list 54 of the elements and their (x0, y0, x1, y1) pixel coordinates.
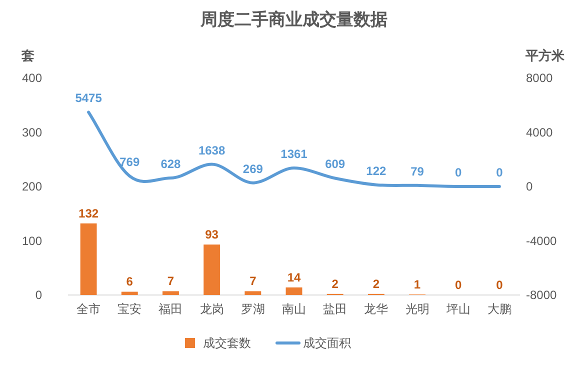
y2-tick-label: 4000 (526, 125, 554, 140)
data-label: 609 (325, 157, 346, 172)
data-label: 5475 (75, 91, 102, 106)
bar (244, 291, 262, 295)
y-tick-label: 200 (22, 180, 42, 194)
bar (121, 292, 138, 295)
data-label: 269 (242, 162, 264, 176)
data-label: 0 (496, 166, 504, 180)
bar (286, 287, 302, 295)
y2-axis-title: 平方米 (524, 48, 566, 63)
data-label: 93 (205, 228, 219, 242)
y-tick-label: 300 (22, 125, 42, 140)
x-tick-label: 罗湖 (240, 302, 265, 316)
data-label: 1 (414, 277, 421, 292)
y2-tick-label: 0 (526, 180, 533, 194)
y2-tick-label: -8000 (526, 288, 558, 302)
x-tick-label: 全市 (76, 302, 101, 316)
x-tick-label: 光明 (405, 302, 430, 316)
x-tick-label: 龙华 (364, 302, 388, 316)
data-label: 7 (167, 274, 174, 288)
x-tick-label: 盐田 (323, 302, 348, 316)
data-label: 79 (410, 164, 424, 178)
data-label: 6 (126, 274, 134, 289)
x-tick-label: 坪山 (445, 302, 470, 316)
data-label: 2 (332, 276, 339, 291)
y2-tick-label: 8000 (526, 71, 554, 85)
legend-label: 成交套数 (203, 336, 251, 350)
y2-tick-label: -4000 (526, 234, 558, 248)
data-label: 14 (287, 270, 301, 284)
data-label: 132 (78, 206, 99, 220)
data-label: 1638 (198, 143, 226, 158)
data-label: 0 (455, 278, 462, 292)
x-tick-label: 宝安 (118, 302, 142, 316)
data-label: 122 (366, 164, 387, 178)
x-tick-label: 大鹏 (487, 302, 512, 316)
bar (162, 291, 179, 295)
data-label: 769 (120, 155, 140, 170)
x-tick-label: 福田 (158, 302, 183, 316)
bar (204, 244, 220, 295)
data-label: 0 (455, 166, 462, 180)
x-tick-label: 南山 (282, 302, 306, 316)
legend-label: 成交面积 (303, 336, 351, 350)
y-tick-label: 0 (35, 288, 42, 302)
y-axis-title: 套 (20, 48, 34, 63)
x-tick-label: 龙岗 (200, 302, 224, 316)
data-label: 2 (372, 276, 380, 291)
chart-title: 周度二手商业成交量数据 (200, 10, 388, 29)
data-label: 0 (496, 278, 504, 292)
data-label: 628 (160, 156, 182, 171)
data-label: 7 (250, 274, 257, 288)
bar (80, 223, 97, 295)
y-tick-label: 400 (22, 71, 42, 85)
y-tick-label: 100 (22, 234, 42, 248)
data-label: 1361 (280, 147, 308, 162)
